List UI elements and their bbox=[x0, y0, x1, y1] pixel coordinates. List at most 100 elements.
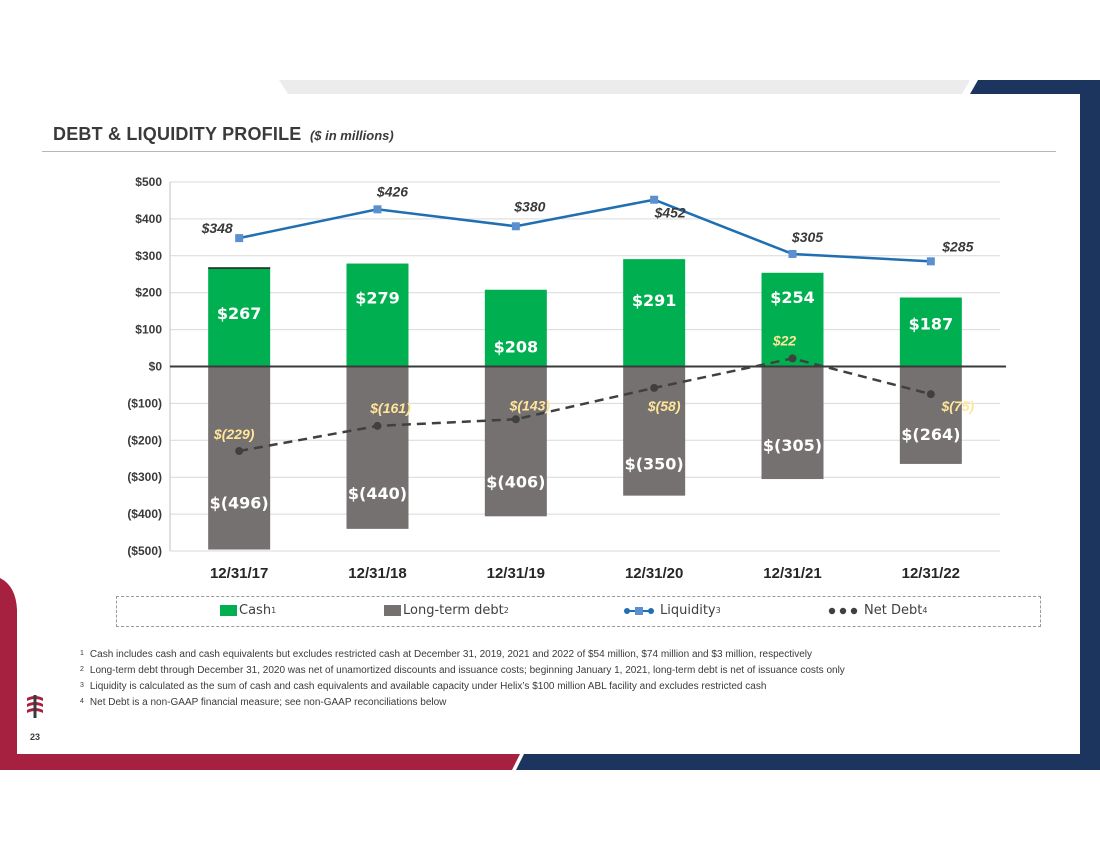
legend-liquidity-sup: 3 bbox=[715, 606, 721, 615]
liquidity-line bbox=[238, 198, 931, 263]
slide-title-wrap: DEBT & LIQUIDITY PROFILE ($ in millions) bbox=[53, 124, 394, 145]
cash-bar-label: $267 bbox=[217, 304, 262, 323]
net-debt-point bbox=[788, 354, 797, 363]
cash-bar bbox=[761, 272, 824, 367]
legend-cash: Cash 1 bbox=[220, 603, 276, 618]
legend-net-debt-sup: 4 bbox=[922, 606, 928, 615]
footnote-4-marker: 4 bbox=[80, 698, 84, 705]
cash-bar-label: $208 bbox=[494, 338, 539, 357]
debt-liquidity-chart: $500 $400 $300 $200 $100 $0 ($100) ($200) ($300)… bbox=[127, 175, 1006, 582]
liquidity-point bbox=[650, 195, 659, 204]
debt-bar-label: $(496) bbox=[210, 494, 269, 513]
legend-long-term-debt: Long-term debt 2 bbox=[384, 603, 509, 618]
company-logo-icon bbox=[27, 695, 43, 718]
y-tick-label: ($500) bbox=[127, 544, 162, 558]
footnotes: 1 Cash includes cash and cash equivalents… bbox=[80, 648, 1040, 712]
liquidity-label: $380 bbox=[513, 198, 545, 214]
liquidity-label: $285 bbox=[941, 238, 973, 254]
legend-net-debt-marker bbox=[828, 607, 858, 614]
liquidity-point bbox=[926, 257, 935, 266]
y-tick-label: $0 bbox=[149, 360, 163, 374]
liquidity-label: $348 bbox=[201, 220, 233, 236]
debt-bar-label: $(264) bbox=[901, 425, 960, 444]
title-divider bbox=[42, 151, 1056, 152]
footer-navy-band bbox=[516, 754, 1100, 770]
net-debt-point bbox=[926, 390, 935, 399]
net-debt-label: $(161) bbox=[369, 400, 411, 416]
footnote-2-text: Long-term debt through December 31, 2020… bbox=[89, 665, 845, 676]
footnote-3-marker: 3 bbox=[80, 682, 84, 689]
legend-net-debt-label: Net Debt bbox=[864, 603, 923, 618]
y-tick-label: $400 bbox=[135, 212, 162, 226]
liquidity-point bbox=[788, 249, 797, 258]
left-red-shape bbox=[0, 578, 17, 754]
liquidity-label: $426 bbox=[376, 183, 408, 199]
debt-bar bbox=[484, 366, 547, 517]
net-debt-point bbox=[373, 421, 382, 430]
footnote-2-marker: 2 bbox=[80, 666, 84, 673]
footnote-1-text: Cash includes cash and cash equivalents … bbox=[89, 649, 812, 660]
right-navy-frame bbox=[970, 80, 1100, 770]
net-debt-label: $(229) bbox=[213, 426, 255, 442]
legend-cash-swatch bbox=[220, 605, 237, 616]
chart-legend: Cash 1 Long-term debt 2 Liquidity 3 Net Deb… bbox=[116, 596, 1041, 627]
debt-bar bbox=[761, 366, 824, 480]
slide-subtitle: ($ in millions) bbox=[309, 128, 394, 143]
net-debt-line bbox=[238, 357, 932, 453]
liquidity-label: $452 bbox=[654, 205, 686, 221]
legend-cash-label: Cash bbox=[239, 603, 272, 618]
cash-bar bbox=[623, 259, 686, 367]
cash-bar bbox=[346, 263, 409, 367]
legend-cash-sup: 1 bbox=[271, 606, 277, 615]
liquidity-point bbox=[235, 234, 244, 243]
legend-debt-swatch bbox=[384, 605, 401, 616]
x-tick-label: 12/31/22 bbox=[902, 565, 960, 582]
legend-debt-sup: 2 bbox=[503, 606, 509, 615]
x-tick-label: 12/31/17 bbox=[210, 565, 268, 582]
footer-red-band bbox=[0, 754, 520, 770]
cash-bar-label: $187 bbox=[909, 314, 954, 333]
debt-bar-label: $(305) bbox=[763, 436, 822, 455]
footnote-1: 1 Cash includes cash and cash equivalents… bbox=[80, 648, 1040, 664]
footnote-4: 4 Net Debt is a non-GAAP financial measur… bbox=[80, 696, 1040, 712]
cash-bar bbox=[208, 267, 271, 367]
slide-title: DEBT & LIQUIDITY PROFILE bbox=[53, 124, 302, 144]
debt-bar bbox=[899, 366, 962, 464]
x-tick-label: 12/31/20 bbox=[625, 565, 683, 582]
y-tick-label: $100 bbox=[135, 323, 162, 337]
y-tick-label: ($100) bbox=[127, 396, 162, 410]
footnote-2: 2 Long-term debt through December 31, 202… bbox=[80, 664, 1040, 680]
debt-bar-label: $(406) bbox=[486, 472, 545, 491]
footnote-3: 3 Liquidity is calculated as the sum of c… bbox=[80, 680, 1040, 696]
legend-liquidity: Liquidity 3 bbox=[624, 603, 721, 618]
debt-bar bbox=[208, 366, 271, 550]
footnote-4-text: Net Debt is a non-GAAP financial measure… bbox=[89, 697, 447, 708]
y-tick-label: $300 bbox=[135, 249, 162, 263]
y-tick-label: $200 bbox=[135, 286, 162, 300]
net-debt-label: $(58) bbox=[647, 398, 681, 414]
cash-bar bbox=[899, 297, 962, 367]
cash-bar-label: $291 bbox=[632, 291, 677, 310]
net-debt-label: $(75) bbox=[940, 398, 974, 414]
legend-liquidity-label: Liquidity bbox=[660, 603, 716, 618]
legend-debt-label: Long-term debt bbox=[403, 603, 504, 618]
footnote-3-text: Liquidity is calculated as the sum of ca… bbox=[89, 681, 767, 692]
y-tick-label: ($400) bbox=[127, 507, 162, 521]
net-debt-label: $(143) bbox=[509, 397, 551, 413]
debt-bar-label: $(440) bbox=[348, 484, 407, 503]
footnote-1-marker: 1 bbox=[80, 650, 84, 657]
net-debt-label: $22 bbox=[772, 332, 797, 348]
net-debt-point bbox=[235, 447, 244, 456]
net-debt-point bbox=[511, 415, 520, 424]
liquidity-point bbox=[511, 222, 520, 231]
y-tick-label: ($300) bbox=[127, 470, 162, 484]
legend-net-debt: Net Debt 4 bbox=[828, 603, 927, 618]
header-gray-band bbox=[279, 80, 970, 94]
legend-liquidity-marker bbox=[624, 606, 654, 615]
debt-bar-label: $(350) bbox=[625, 455, 684, 474]
x-tick-label: 12/31/21 bbox=[763, 565, 821, 582]
cash-bar-label: $254 bbox=[770, 288, 815, 307]
x-tick-label: 12/31/18 bbox=[348, 565, 406, 582]
